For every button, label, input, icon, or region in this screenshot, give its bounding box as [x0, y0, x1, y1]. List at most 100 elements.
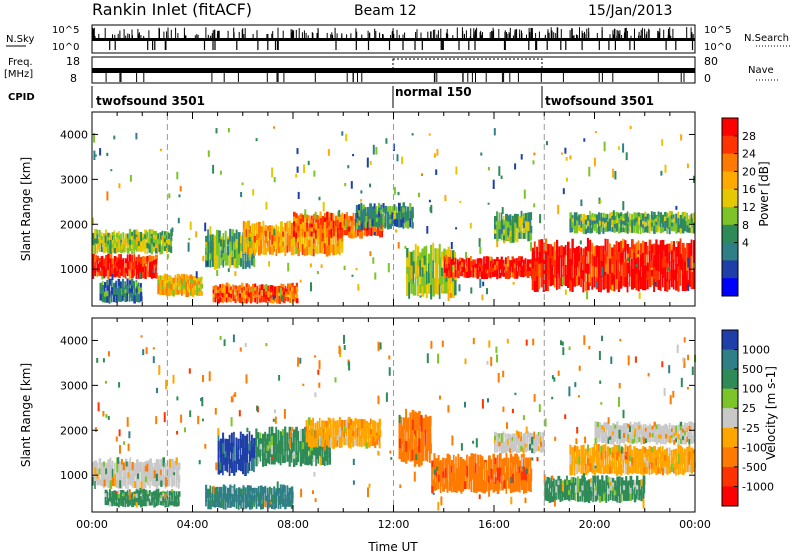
colorbar-swatch: [722, 388, 738, 409]
x-axis-label: Time UT: [367, 540, 418, 554]
data-region: [569, 210, 696, 235]
colorbar-tick-label: 4: [742, 237, 749, 250]
data-region: [398, 408, 432, 467]
colorbar-tick-label: -1000: [742, 480, 774, 493]
x-tick-labels: 00:00 04:00 08:00 12:00 16:00 20:00 00:00: [76, 518, 711, 531]
colorbar-swatch: [722, 260, 738, 279]
power-colorbar-label: Power [dB]: [757, 161, 771, 226]
nsky-label: N.Sky: [6, 34, 34, 45]
data-region: [205, 484, 294, 510]
beam-title: Beam 12: [354, 3, 417, 19]
colorbar-swatch: [722, 171, 738, 190]
x-tick-label: 08:00: [277, 518, 309, 531]
nsearch-label: N.Search: [744, 33, 789, 44]
x-tick-label: 12:00: [378, 518, 410, 531]
colorbar-tick-label: 100: [742, 383, 763, 396]
colorbar-swatch: [722, 135, 738, 155]
data-region: [305, 416, 382, 449]
velocity-axes: 1000 2000 3000 4000: [60, 318, 696, 512]
cpid-segment-1: twofsound 3501: [96, 94, 205, 108]
colorbar-swatch: [722, 118, 738, 137]
nsearch-tick-bottom: 10^0: [704, 42, 731, 53]
scatter-speckles: [94, 334, 696, 511]
station-title: Rankin Inlet (fitACF): [92, 0, 252, 19]
nsky-tick-bottom: 10^0: [52, 42, 79, 53]
colorbar-tick-label: 28: [742, 130, 756, 143]
colorbar-swatch: [722, 486, 738, 507]
colorbar-swatch: [722, 447, 738, 468]
date-title: 15/Jan/2013: [588, 3, 672, 19]
colorbar-tick-label: -100: [742, 441, 767, 454]
data-region: [544, 475, 646, 504]
colorbar-swatch: [722, 349, 738, 370]
freq-label: Freq.: [8, 57, 33, 68]
x-tick-label: 00:00: [76, 518, 108, 531]
power-colorbar: 28 24 20 16 12 8 4: [721, 117, 756, 297]
data-region: [494, 430, 545, 454]
data-region: [531, 237, 695, 293]
freq-tick-bottom: 8: [70, 72, 77, 85]
cpid-label: CPID: [8, 92, 35, 103]
nsky-strip: N.Sky 10^5 10^0 10^5 10^0 N.Search: [6, 24, 792, 54]
power-ylabel: Slant Range [km]: [19, 157, 33, 261]
colorbar-tick-label: 8: [742, 219, 749, 232]
power-panel: 1000 2000 3000 4000 Slant Range [km] 28 24 20…: [19, 111, 771, 307]
colorbar-swatch: [722, 242, 738, 261]
y-tick-label: 3000: [60, 173, 88, 186]
y-tick-label: 1000: [60, 263, 88, 276]
x-tick-label: 04:00: [177, 518, 209, 531]
data-region: [431, 452, 533, 494]
colorbar-swatch: [722, 369, 738, 390]
data-region: [255, 426, 332, 467]
y-tick-label: 2000: [60, 218, 88, 231]
freq-tick-top: 18: [66, 55, 80, 68]
data-region: [92, 253, 158, 280]
x-tick-label: 00:00: [679, 518, 711, 531]
colorbar-swatch: [722, 330, 738, 351]
data-region: [355, 202, 414, 230]
cpid-segment-3: twofsound 3501: [545, 94, 654, 108]
colorbar-tick-label: 20: [742, 165, 756, 178]
x-tick-label: 16:00: [478, 518, 510, 531]
x-tick-label: 20:00: [579, 518, 611, 531]
colorbar-swatch: [722, 278, 738, 297]
nave-label: Nave: [748, 65, 774, 76]
data-region: [443, 256, 546, 280]
colorbar-swatch: [722, 207, 738, 226]
velocity-colorbar-label: Velocity [m s-1]: [764, 366, 778, 460]
colorbar-swatch: [722, 189, 738, 208]
colorbar-tick-label: 1000: [742, 344, 770, 357]
colorbar-swatch: [722, 224, 738, 244]
velocity-ylabel: Slant Range [km]: [19, 363, 33, 467]
cpid-strip: CPID twofsound 3501 normal 150 twofsound…: [8, 85, 654, 108]
colorbar-tick-label: 12: [742, 201, 756, 214]
nsearch-tick-top: 10^5: [704, 25, 731, 36]
y-tick-label: 1000: [60, 469, 88, 482]
freq-gaps: [105, 73, 685, 82]
velocity-panel: 1000 2000 3000 4000 Slant Range [km] 1000 50…: [19, 317, 778, 554]
data-region: [104, 488, 181, 508]
velocity-colorbar: 1000 500 100 25 -25 -100 -500 -1000: [721, 329, 774, 507]
colorbar-tick-label: 500: [742, 363, 763, 376]
colorbar-swatch: [722, 427, 738, 448]
nave-tick-bottom: 0: [704, 72, 711, 85]
colorbar-tick-label: 25: [742, 402, 756, 415]
nave-tick-top: 80: [704, 55, 718, 68]
colorbar-swatch: [722, 466, 738, 487]
freq-strip: Freq. [MHz] 18 8 80 0 Nave: [4, 55, 778, 85]
data-region: [569, 443, 696, 476]
colorbar-tick-label: -25: [742, 422, 760, 435]
nsky-bars: [92, 27, 695, 50]
colorbar-swatch: [722, 408, 738, 429]
y-tick-label: 2000: [60, 424, 88, 437]
data-region: [212, 282, 299, 304]
colorbar-tick-label: -500: [742, 461, 767, 474]
data-region: [217, 431, 256, 476]
data-region: [92, 228, 173, 255]
nsky-tick-top: 10^5: [52, 25, 79, 36]
colorbar-tick-label: 24: [742, 148, 756, 161]
y-tick-label: 4000: [60, 128, 88, 141]
data-region: [494, 210, 533, 243]
colorbar-swatch: [722, 153, 738, 172]
